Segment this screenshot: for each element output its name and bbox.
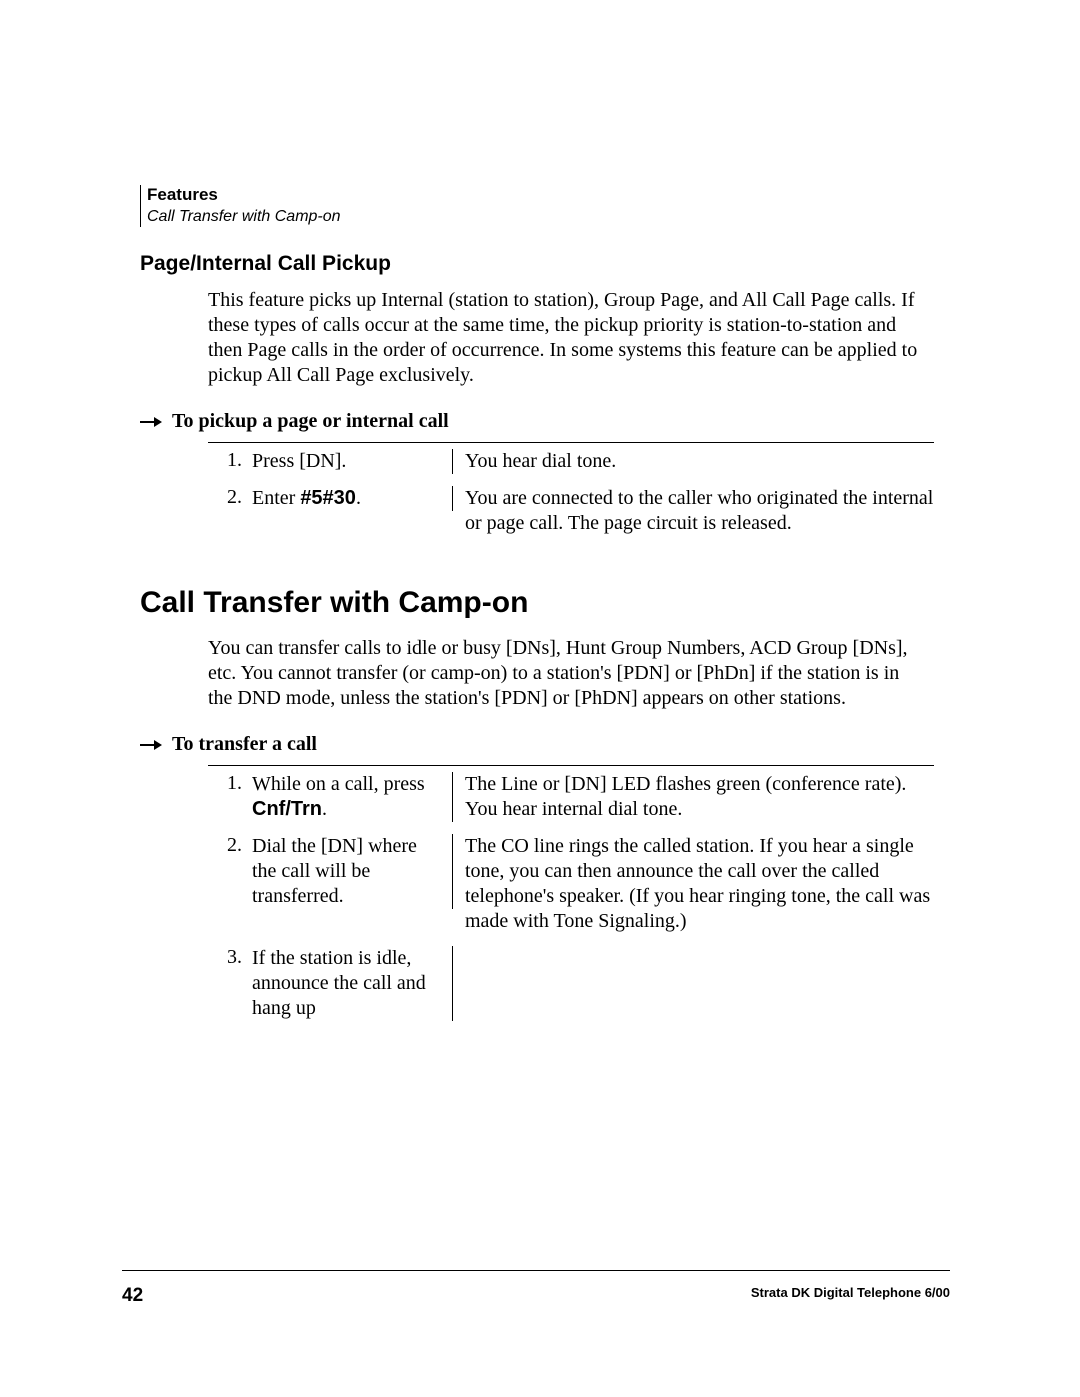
running-header: Features Call Transfer with Camp-on	[140, 185, 341, 227]
header-sub: Call Transfer with Camp-on	[147, 207, 341, 227]
step-number: 2.	[208, 486, 252, 509]
subsection-paragraph: This feature picks up Internal (station …	[140, 288, 928, 388]
section-paragraph: You can transfer calls to idle or busy […	[140, 636, 928, 711]
table-row: 3. If the station is idle, announce the …	[208, 940, 934, 1027]
table-row: 1. While on a call, press Cnf/Trn. The L…	[208, 766, 934, 828]
step-number: 3.	[208, 946, 252, 969]
step-number: 2.	[208, 834, 252, 857]
header-features: Features	[147, 185, 341, 205]
procedure-heading-1: To pickup a page or internal call	[140, 410, 940, 434]
procedure-heading-1-text: To pickup a page or internal call	[172, 410, 449, 432]
step-number: 1.	[208, 449, 252, 472]
step-action: While on a call, press Cnf/Trn.	[252, 772, 453, 822]
footer: 42 Strata DK Digital Telephone 6/00	[122, 1270, 950, 1307]
footer-right: Strata DK Digital Telephone 6/00	[751, 1285, 950, 1300]
procedure-heading-2: To transfer a call	[140, 733, 940, 757]
arrow-icon	[140, 411, 162, 434]
page-number: 42	[122, 1285, 143, 1307]
table-row: 2. Enter #5#30. You are connected to the…	[208, 480, 934, 542]
step-number: 1.	[208, 772, 252, 795]
procedure-table-1: 1. Press [DN]. You hear dial tone. 2. En…	[140, 442, 934, 542]
step-result: The CO line rings the called station. If…	[453, 834, 934, 934]
step-action: Press [DN].	[252, 449, 453, 474]
step-result: You are connected to the caller who orig…	[453, 486, 934, 536]
step-result: You hear dial tone.	[453, 449, 934, 474]
subsection-title: Page/Internal Call Pickup	[140, 252, 940, 276]
step-action: Dial the [DN] where the call will be tra…	[252, 834, 453, 909]
page: Features Call Transfer with Camp-on Page…	[0, 0, 1080, 1397]
table-row: 2. Dial the [DN] where the call will be …	[208, 828, 934, 940]
step-action: Enter #5#30.	[252, 486, 453, 511]
table-row: 1. Press [DN]. You hear dial tone.	[208, 443, 934, 480]
procedure-table-2: 1. While on a call, press Cnf/Trn. The L…	[140, 765, 934, 1027]
step-result: The Line or [DN] LED flashes green (conf…	[453, 772, 934, 822]
section-title: Call Transfer with Camp-on	[140, 586, 940, 620]
step-action: If the station is idle, announce the cal…	[252, 946, 453, 1021]
procedure-heading-2-text: To transfer a call	[172, 733, 317, 755]
content: Page/Internal Call Pickup This feature p…	[140, 252, 940, 1027]
arrow-icon	[140, 734, 162, 757]
